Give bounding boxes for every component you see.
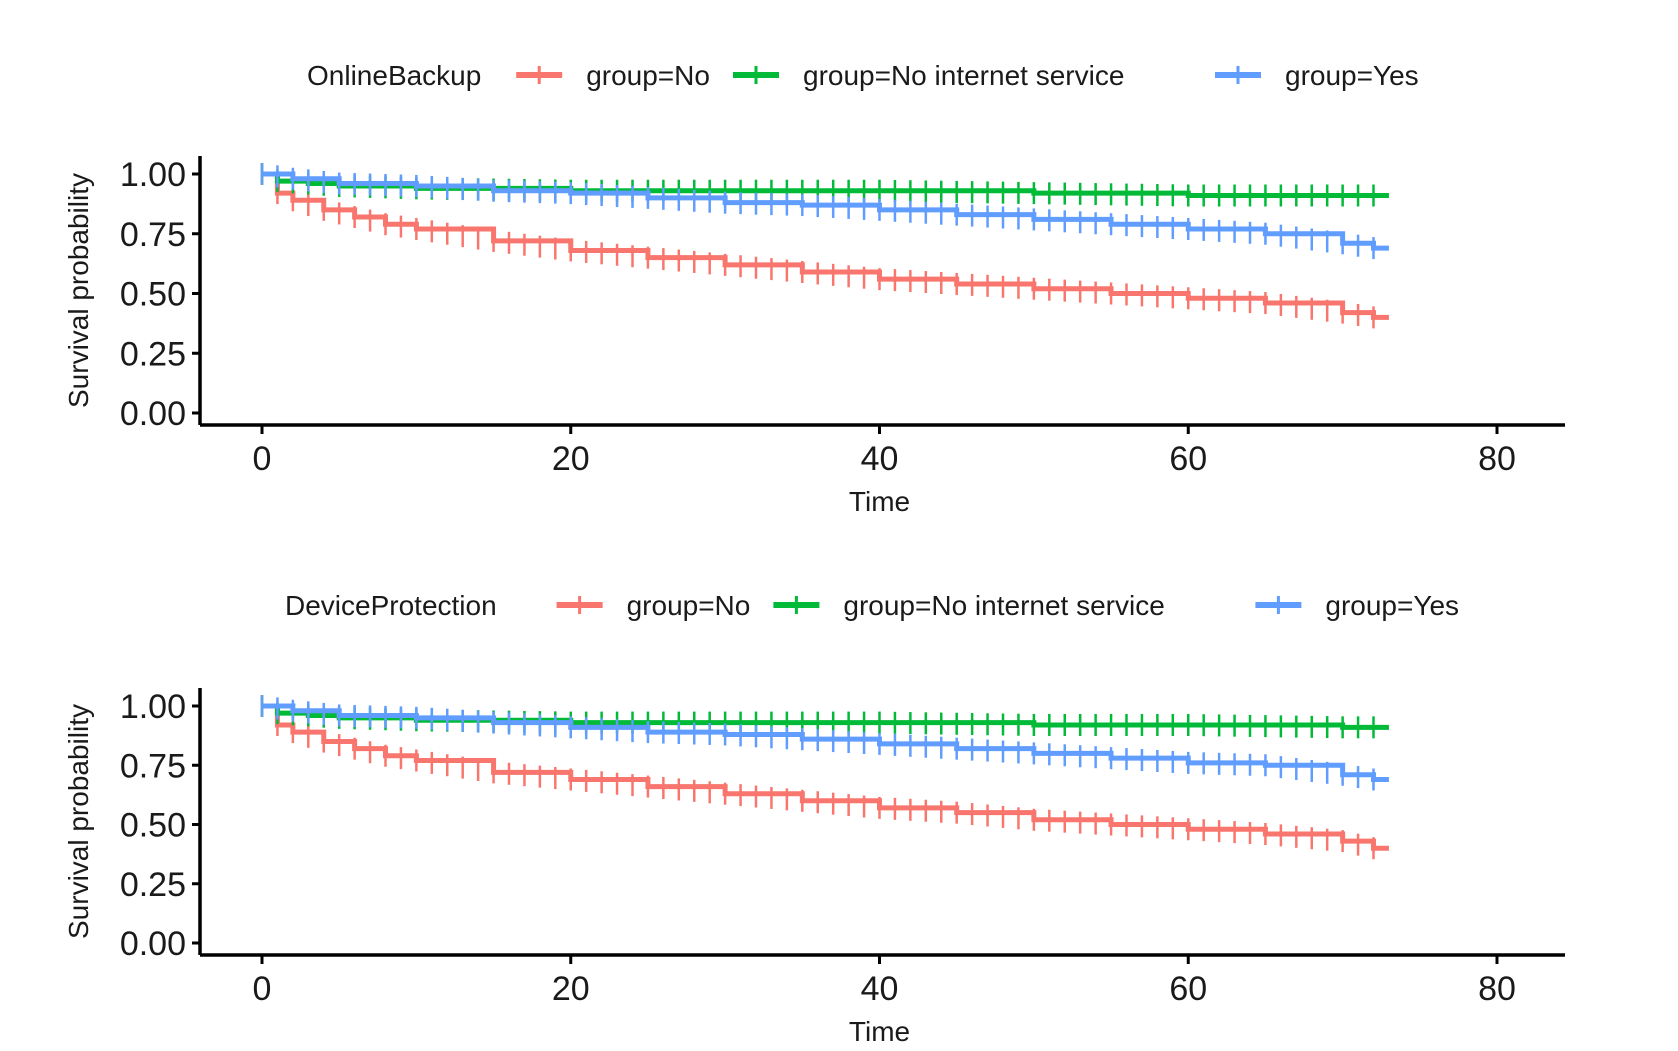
y-tick-label: 1.00 xyxy=(120,156,186,194)
legend-label: group=No xyxy=(627,590,751,621)
legend: OnlineBackup group=No group=No internet se… xyxy=(307,60,1419,91)
y-tick-label: 0.75 xyxy=(120,747,186,785)
series-group-yes xyxy=(260,695,1389,791)
series-group-no xyxy=(260,695,1389,860)
legend-key xyxy=(1255,596,1302,614)
legend: DeviceProtection group=No group=No interne… xyxy=(285,590,1459,621)
x-tick-label: 80 xyxy=(1478,970,1516,1008)
legend-key xyxy=(556,596,603,614)
x-tick-label: 20 xyxy=(552,970,590,1008)
y-axis-title: Survival probability xyxy=(63,704,94,939)
y-tick-label: 0.50 xyxy=(120,807,186,845)
y-tick-label: 0.25 xyxy=(120,335,186,373)
x-tick-label: 60 xyxy=(1169,440,1207,478)
x-tick-label: 20 xyxy=(552,440,590,478)
y-axis-title: Survival probability xyxy=(63,173,94,408)
series-group-no xyxy=(260,163,1389,329)
x-tick-label: 40 xyxy=(861,440,899,478)
legend-label: group=No internet service xyxy=(843,590,1164,621)
y-tick-label: 0.50 xyxy=(120,276,186,314)
x-axis-title: Time xyxy=(849,486,910,517)
legend-label: group=No internet service xyxy=(803,60,1124,91)
x-tick-label: 80 xyxy=(1478,440,1516,478)
x-axis-title: Time xyxy=(849,1016,910,1047)
y-tick-label: 1.00 xyxy=(120,688,186,726)
legend-title: DeviceProtection xyxy=(285,590,497,621)
x-tick-label: 60 xyxy=(1169,970,1207,1008)
legend-label: group=Yes xyxy=(1325,590,1459,621)
legend-key xyxy=(1215,66,1261,84)
series-group-yes xyxy=(260,163,1389,260)
x-tick-label: 0 xyxy=(253,440,272,478)
x-tick-label: 0 xyxy=(253,970,272,1008)
y-tick-label: 0.25 xyxy=(120,866,186,904)
y-tick-label: 0.00 xyxy=(120,395,186,433)
chart-panel-1: OnlineBackup group=No group=No internet se… xyxy=(63,60,1565,517)
legend-key xyxy=(516,66,563,84)
y-tick-label: 0.00 xyxy=(120,925,186,963)
y-tick-label: 0.75 xyxy=(120,216,186,254)
legend-label: group=Yes xyxy=(1285,60,1419,91)
x-tick-label: 40 xyxy=(861,970,899,1008)
chart-panel-2: DeviceProtection group=No group=No interne… xyxy=(63,590,1565,1047)
legend-label: group=No xyxy=(586,60,710,91)
legend-key xyxy=(773,596,820,614)
legend-title: OnlineBackup xyxy=(307,60,481,91)
legend-key xyxy=(733,66,779,84)
